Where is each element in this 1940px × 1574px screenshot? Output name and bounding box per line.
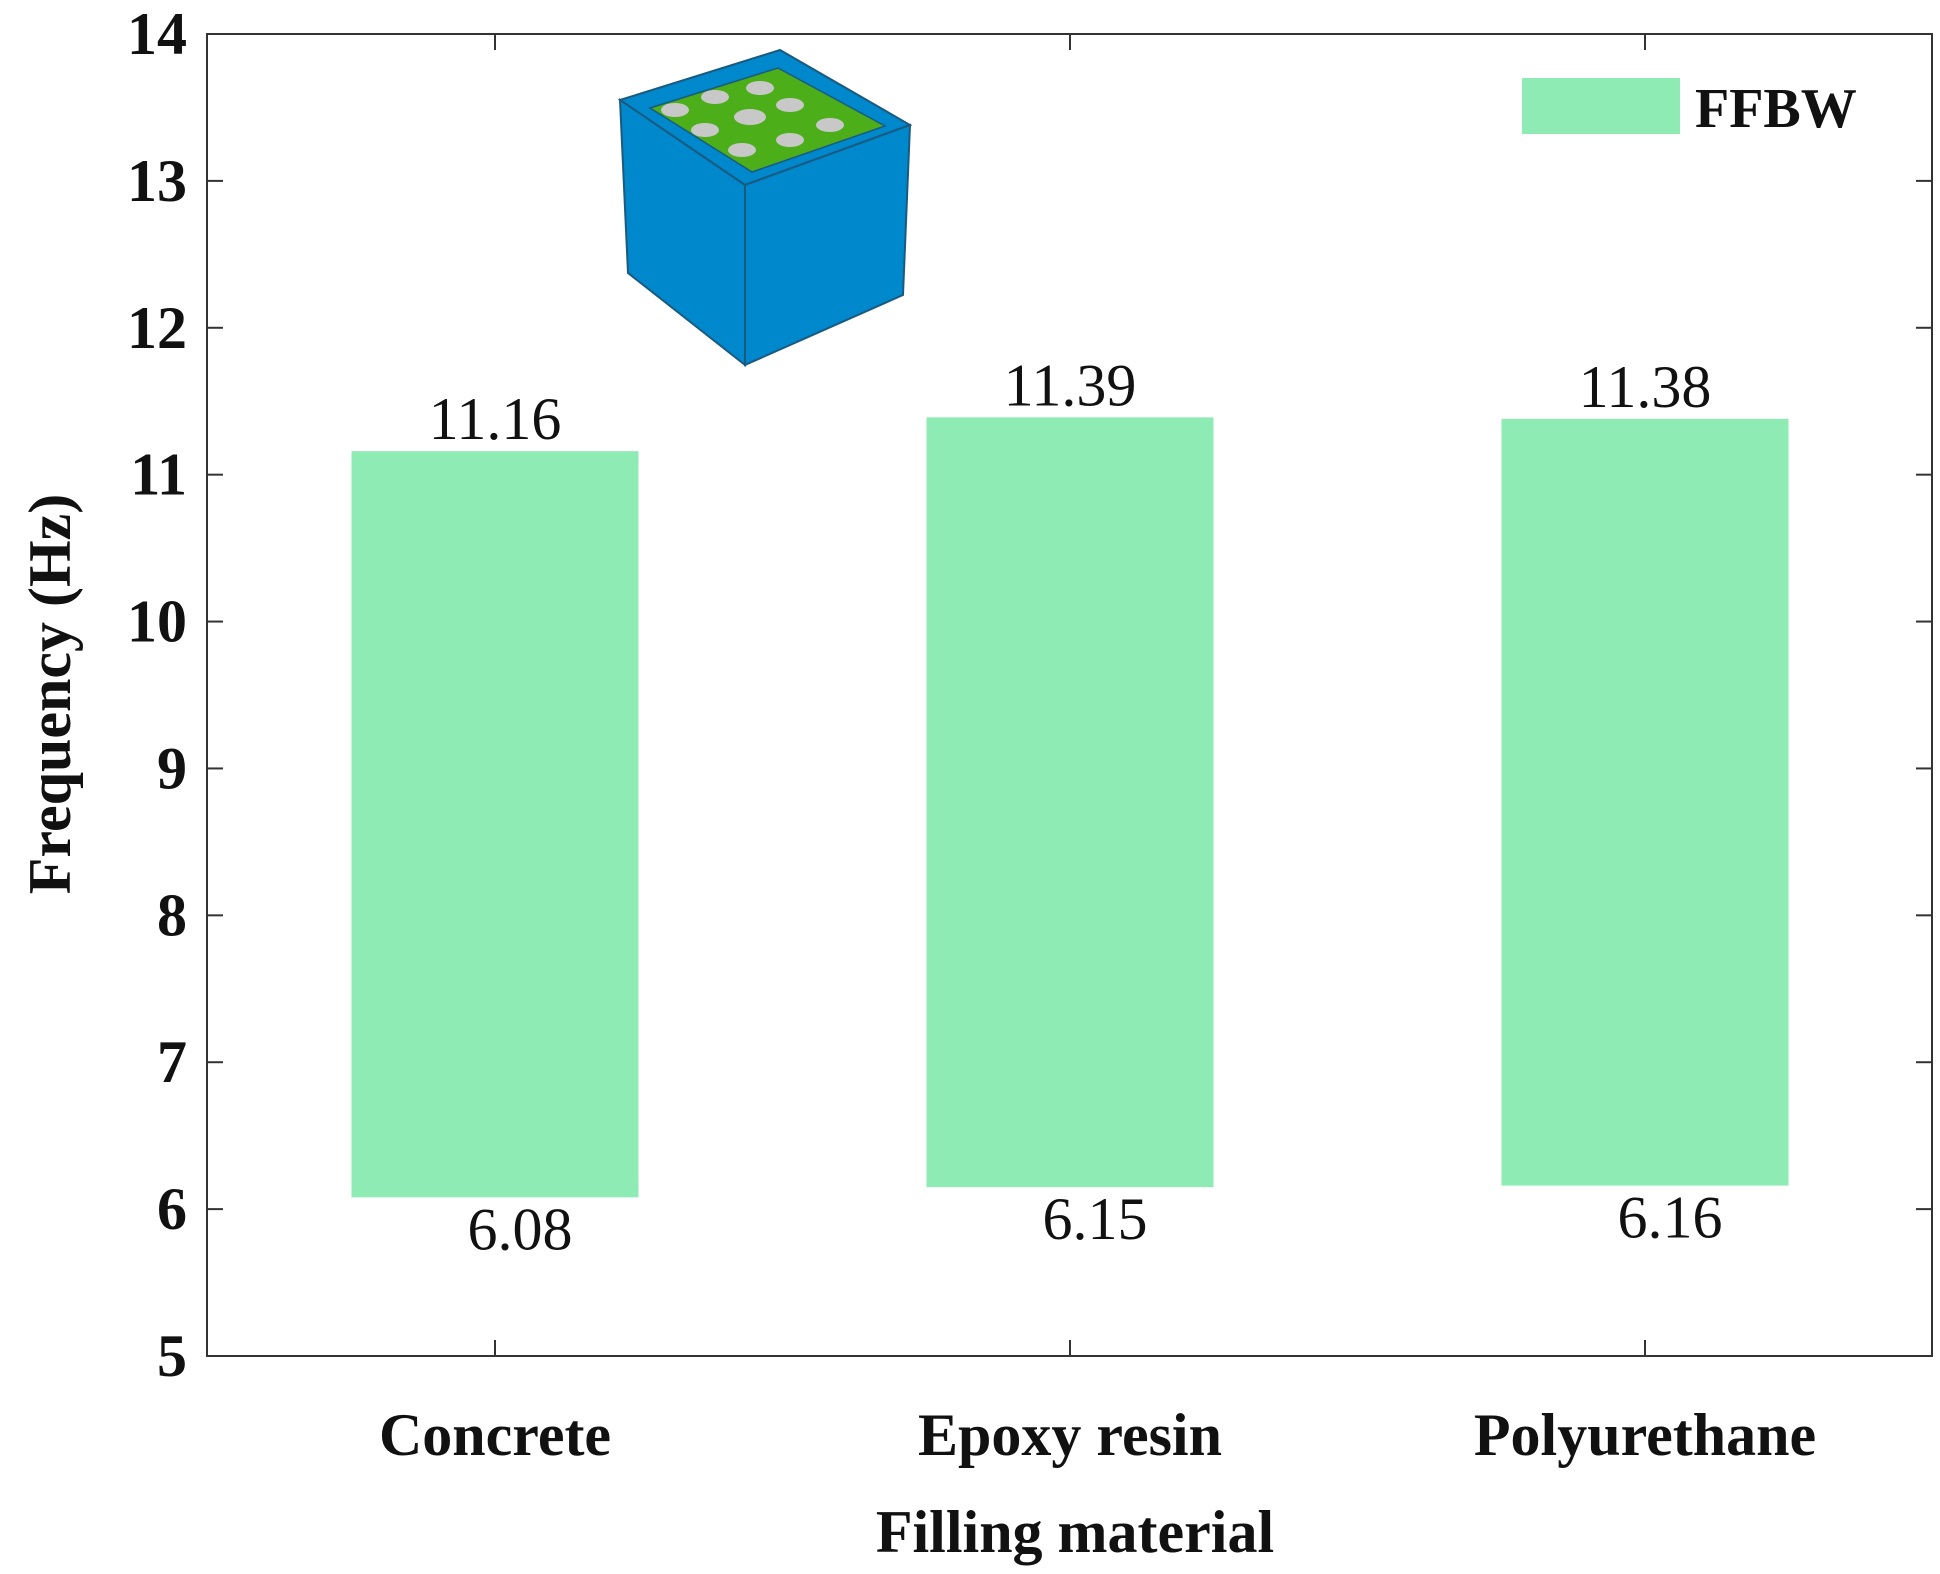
y-tick-label: 14 [127, 1, 187, 67]
y-tick-label: 5 [157, 1323, 187, 1389]
y-axis-title: Frequency (Hz) [17, 494, 83, 894]
bar-high-label: 11.38 [1579, 354, 1712, 420]
bar-high-label: 11.16 [429, 386, 562, 452]
bar-low-label: 6.16 [1618, 1185, 1723, 1251]
legend: FFBW [1522, 78, 1857, 140]
bar-low-label: 6.15 [1043, 1186, 1148, 1252]
x-tick-label: Polyurethane [1474, 1402, 1816, 1468]
x-tick-label: Epoxy resin [918, 1402, 1222, 1468]
y-tick-label: 6 [157, 1176, 187, 1242]
bar [926, 417, 1214, 1188]
legend-swatch [1522, 78, 1680, 134]
y-tick-label: 13 [127, 148, 187, 214]
y-axis: 5 6 7 8 9 10 11 12 13 14 [127, 1, 1932, 1389]
x-axis: Concrete Epoxy resin Polyurethane [379, 34, 1816, 1468]
bar [1501, 418, 1789, 1186]
y-tick-label: 7 [157, 1029, 187, 1095]
y-tick-label: 10 [127, 589, 187, 655]
y-tick-label: 8 [157, 882, 187, 948]
bars-group [351, 417, 1789, 1198]
y-tick-label: 12 [127, 295, 187, 361]
legend-label: FFBW [1695, 78, 1857, 140]
bar-low-label: 6.08 [468, 1196, 573, 1262]
bar-high-label: 11.39 [1004, 352, 1137, 418]
y-tick-label: 11 [130, 442, 187, 508]
bar [351, 451, 639, 1198]
y-tick-label: 9 [157, 735, 187, 801]
x-axis-title: Filling material [876, 1499, 1274, 1565]
cube-model-icon [617, 48, 913, 368]
data-labels-group: 11.16 6.08 11.39 6.15 11.38 6.16 [429, 352, 1723, 1262]
x-tick-label: Concrete [379, 1402, 611, 1468]
